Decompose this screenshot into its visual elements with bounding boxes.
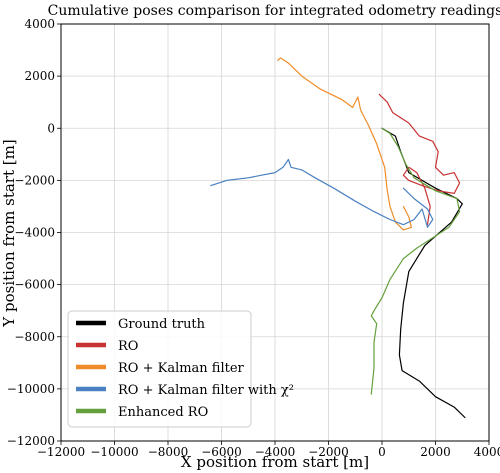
- y-tick-label: −8000: [14, 330, 55, 344]
- legend-label: Enhanced RO: [118, 405, 208, 420]
- y-tick-label: −10000: [7, 382, 55, 396]
- series-line-4: [370, 127, 461, 395]
- y-tick-label: −4000: [14, 226, 55, 240]
- x-tick-label: 2000: [420, 445, 451, 459]
- x-tick-label: −12000: [37, 445, 85, 459]
- series-lines: [210, 57, 466, 419]
- y-tick-label: −12000: [7, 434, 55, 448]
- y-tick-label: −6000: [14, 278, 55, 292]
- chart-title: Cumulative poses comparison for integrat…: [48, 3, 500, 19]
- x-tick-label: −8000: [148, 445, 189, 459]
- legend-label: RO: [118, 339, 138, 354]
- x-tick-label: −6000: [201, 445, 242, 459]
- legend-label: Ground truth: [118, 317, 206, 332]
- series-line-2: [277, 57, 412, 231]
- axis-ticks: −12000 −10000 −8000 −6000 −4000 −2000 0 2000 400…: [7, 17, 500, 459]
- y-tick-label: −2000: [14, 173, 55, 187]
- y-tick-label: 4000: [24, 17, 55, 31]
- x-tick-label: −10000: [90, 445, 138, 459]
- x-tick-label: 4000: [474, 445, 500, 459]
- legend-label: RO + Kalman filter: [118, 361, 245, 376]
- y-axis-title: Y position from start [m]: [0, 139, 18, 327]
- legend-box: [67, 310, 252, 428]
- x-tick-label: −2000: [308, 445, 349, 459]
- y-tick-label: 2000: [24, 69, 55, 83]
- legend-label: RO + Kalman filter with χ²: [118, 383, 294, 398]
- x-tick-label: 0: [378, 445, 386, 459]
- y-tick-label: 0: [47, 121, 55, 135]
- x-axis-title: X position from start [m]: [181, 453, 369, 471]
- series-line-3: [210, 158, 434, 228]
- legend: Ground truth RO RO + Kalman filter RO + Kal…: [67, 310, 294, 428]
- x-tick-label: −4000: [255, 445, 296, 459]
- series-line-1: [378, 93, 461, 226]
